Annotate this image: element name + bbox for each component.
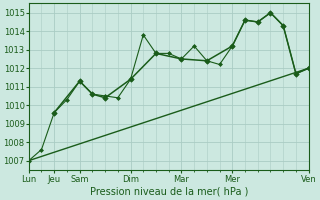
X-axis label: Pression niveau de la mer( hPa ): Pression niveau de la mer( hPa ) (90, 187, 248, 197)
